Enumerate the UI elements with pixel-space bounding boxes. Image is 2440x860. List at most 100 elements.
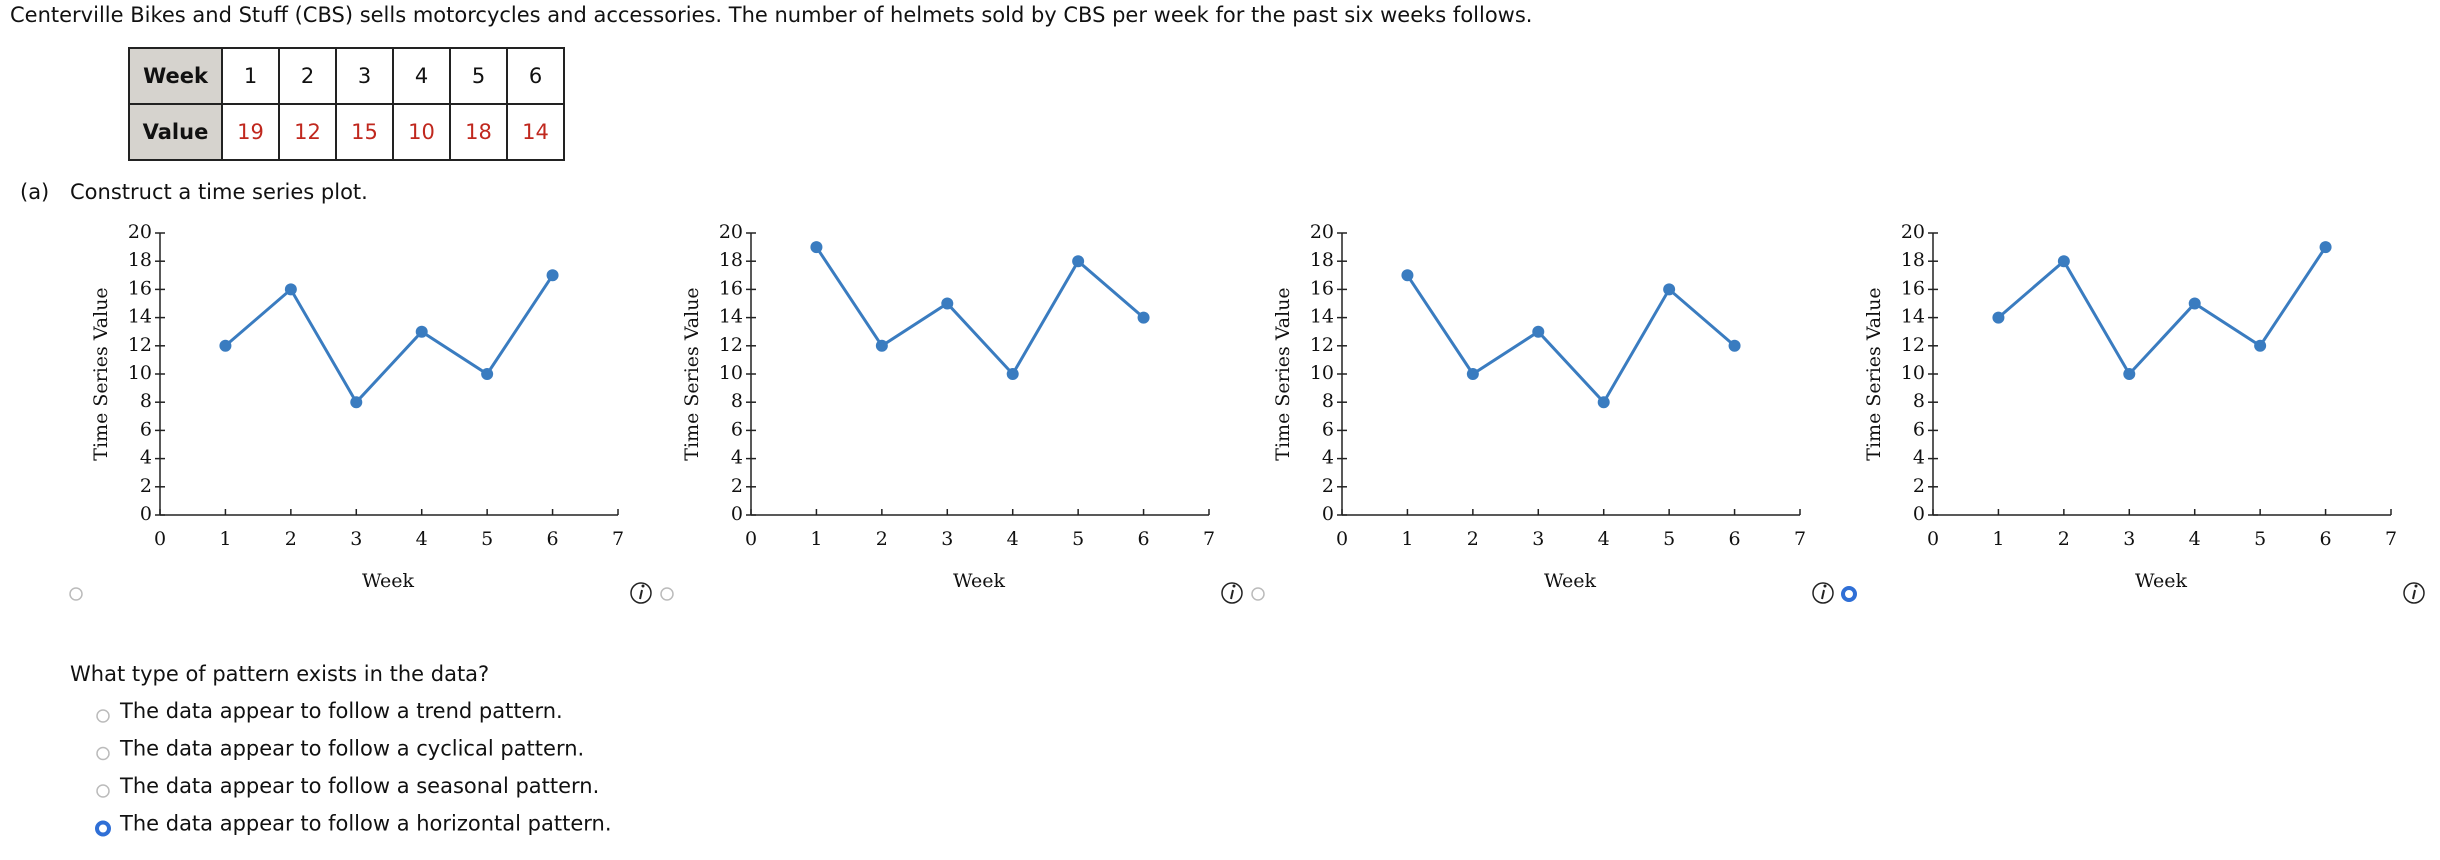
data-point (2188, 297, 2201, 310)
cell-text: 6 (529, 64, 542, 88)
x-tick-label: 4 (1598, 528, 1610, 550)
option-text[interactable]: The data appear to follow a seasonal pat… (119, 774, 599, 798)
x-tick-label: 7 (2385, 528, 2397, 550)
intro-text: Centerville Bikes and Stuff (CBS) sells … (10, 3, 1532, 27)
option-text[interactable]: The data appear to follow a horizontal p… (119, 812, 612, 836)
y-tick-label: 2 (1322, 475, 1334, 497)
y-tick-label: 4 (140, 447, 152, 469)
y-axis-label: Time Series Value (1863, 287, 1885, 460)
radio-button[interactable] (96, 709, 110, 723)
radio-button[interactable] (96, 784, 110, 798)
y-tick-label: 8 (1913, 390, 1925, 412)
series-line (1406, 274, 1736, 405)
y-tick-label: 10 (719, 362, 743, 384)
data-point (350, 396, 363, 409)
y-tick-label: 20 (128, 221, 152, 243)
x-tick-label: 4 (1007, 528, 1019, 550)
info-icon-dot (641, 584, 645, 588)
x-tick-label: 6 (2320, 528, 2332, 550)
table-cell (449, 103, 508, 161)
option-text[interactable]: The data appear to follow a trend patter… (119, 699, 563, 723)
y-tick-label: 12 (1310, 334, 1334, 356)
option-text[interactable]: The data appear to follow a cyclical pat… (119, 737, 584, 761)
radio-button[interactable] (1251, 587, 1265, 601)
data-point (1006, 368, 1019, 380)
x-tick-label: 2 (2058, 528, 2070, 550)
radio-button[interactable] (95, 820, 111, 837)
radio-button[interactable] (660, 587, 674, 601)
y-axis-label: Time Series Value (681, 287, 703, 460)
data-point (481, 368, 494, 380)
y-tick-label: 20 (1310, 221, 1334, 243)
table-cell (392, 103, 451, 161)
info-icon-dot (1823, 584, 1827, 588)
x-tick-label: 7 (1794, 528, 1806, 550)
y-tick-label: 12 (1901, 334, 1925, 356)
data-point (875, 339, 888, 352)
x-tick-label: 3 (350, 528, 362, 550)
x-axis-label: Week (1544, 570, 1596, 592)
radio-button[interactable] (69, 587, 83, 601)
series-line (1997, 246, 2327, 377)
y-tick-label: 8 (731, 390, 743, 412)
y-tick-label: 18 (1901, 249, 1925, 271)
question: What type of pattern exists in the data? (70, 662, 489, 686)
table-cell (221, 103, 280, 161)
y-axis-label: Time Series Value (90, 287, 112, 460)
data-point (2254, 339, 2267, 352)
part-label: (a) (20, 180, 49, 204)
y-tick-label: 14 (1310, 306, 1334, 328)
y-tick-label: 2 (1913, 475, 1925, 497)
data-point (1663, 283, 1676, 296)
y-tick-label: 16 (719, 277, 743, 299)
y-tick-label: 4 (731, 447, 743, 469)
radio-button[interactable] (96, 746, 110, 761)
cell-text: 10 (408, 120, 435, 144)
x-tick-label: 7 (1203, 528, 1215, 550)
data-point (2057, 255, 2070, 268)
x-tick-label: 0 (154, 528, 166, 550)
data-point (1401, 269, 1414, 282)
table-cell (128, 103, 223, 161)
x-tick-label: 3 (941, 528, 953, 550)
x-tick-label: 5 (481, 528, 493, 550)
cell-text: 1 (244, 64, 257, 88)
y-axis-label: Time Series Value (1272, 287, 1294, 460)
y-tick-label: 18 (128, 249, 152, 271)
x-tick-label: 2 (1467, 528, 1479, 550)
x-tick-label: 7 (612, 528, 624, 550)
cell-text: 15 (351, 120, 378, 144)
row-header: Value (143, 120, 209, 144)
cell-text: 4 (415, 64, 428, 88)
y-tick-label: 0 (731, 503, 743, 525)
x-tick-label: 0 (1336, 528, 1348, 550)
x-tick-label: 1 (219, 528, 231, 550)
y-tick-label: 10 (128, 362, 152, 384)
cell-text: 5 (472, 64, 485, 88)
x-tick-label: 2 (876, 528, 888, 550)
cell-text: 3 (358, 64, 371, 88)
cell-text: 18 (465, 120, 492, 144)
series-line (224, 274, 554, 405)
table-cell (449, 47, 508, 105)
y-tick-label: 0 (1322, 503, 1334, 525)
data-point (2123, 368, 2136, 380)
y-tick-label: 16 (1901, 277, 1925, 299)
cell-text: 19 (237, 120, 264, 144)
y-tick-label: 14 (1901, 306, 1925, 328)
y-tick-label: 8 (140, 390, 152, 412)
x-tick-label: 0 (1927, 528, 1939, 550)
info-icon-glyph (639, 589, 643, 600)
y-tick-label: 6 (140, 418, 152, 440)
data-point (1072, 255, 1085, 268)
radio-button[interactable] (1841, 586, 1857, 602)
cell-text: 2 (301, 64, 314, 88)
data-point (415, 325, 428, 338)
x-axis-label: Week (2135, 570, 2187, 592)
y-tick-label: 4 (1913, 447, 1925, 469)
x-tick-label: 6 (547, 528, 559, 550)
y-tick-label: 20 (1901, 221, 1925, 243)
y-tick-label: 14 (128, 306, 152, 328)
x-tick-label: 5 (1663, 528, 1675, 550)
x-tick-label: 3 (2123, 528, 2135, 550)
